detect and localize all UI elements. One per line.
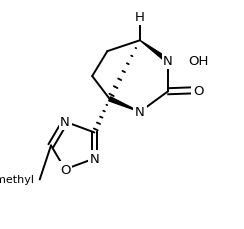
Text: N: N [135,106,145,119]
Text: N: N [60,116,70,128]
Polygon shape [140,41,170,63]
Text: O: O [193,84,204,97]
Text: methyl: methyl [0,175,34,185]
Text: O: O [60,163,70,176]
Text: H: H [135,11,145,24]
Text: N: N [163,55,173,68]
Polygon shape [109,97,140,112]
Text: N: N [90,152,99,165]
Text: OH: OH [188,55,209,68]
